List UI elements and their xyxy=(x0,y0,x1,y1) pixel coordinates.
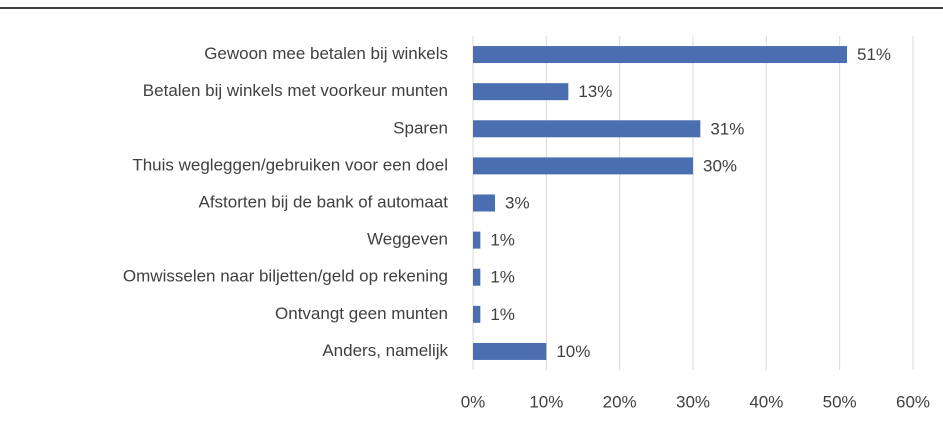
y-tick-label: Betalen bij winkels met voorkeur munten xyxy=(143,81,448,100)
y-tick-label: Weggeven xyxy=(367,230,448,249)
bar xyxy=(473,305,481,323)
value-label: 13% xyxy=(578,82,612,101)
value-label: 3% xyxy=(505,193,530,212)
bar xyxy=(473,83,569,101)
bar xyxy=(473,46,847,64)
bar xyxy=(473,120,701,138)
x-tick-label: 50% xyxy=(823,392,857,411)
x-tick-label: 60% xyxy=(896,392,930,411)
value-label: 1% xyxy=(490,231,515,250)
x-tick-label: 10% xyxy=(529,392,563,411)
y-tick-label: Sparen xyxy=(393,118,448,137)
y-tick-label: Ontvangt geen munten xyxy=(275,304,448,323)
value-label: 10% xyxy=(556,342,590,361)
value-label: 1% xyxy=(490,268,515,287)
bar xyxy=(473,342,547,360)
bar xyxy=(473,268,481,286)
value-label: 31% xyxy=(710,119,744,138)
x-tick-label: 20% xyxy=(603,392,637,411)
value-label: 30% xyxy=(703,156,737,175)
bar xyxy=(473,194,495,212)
y-tick-label: Gewoon mee betalen bij winkels xyxy=(204,44,448,63)
y-tick-label: Afstorten bij de bank of automaat xyxy=(199,192,449,211)
x-tick-label: 30% xyxy=(676,392,710,411)
x-tick-label: 0% xyxy=(461,392,486,411)
y-tick-label: Anders, namelijk xyxy=(322,341,448,360)
x-tick-label: 40% xyxy=(749,392,783,411)
value-label: 51% xyxy=(857,45,891,64)
bar xyxy=(473,231,481,249)
y-tick-label: Thuis wegleggen/gebruiken voor een doel xyxy=(132,155,448,174)
bar xyxy=(473,157,693,175)
y-tick-label: Omwisselen naar biljetten/geld op rekeni… xyxy=(123,267,448,286)
value-label: 1% xyxy=(490,305,515,324)
